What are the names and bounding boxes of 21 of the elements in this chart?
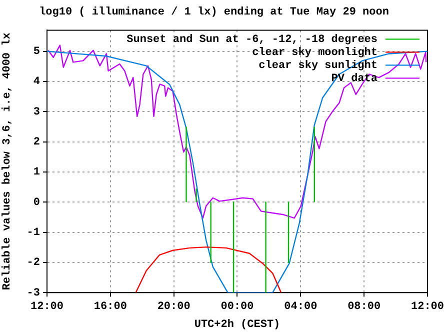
y-tick-label: -2 xyxy=(26,257,40,270)
legend-label: Sunset and Sun at -6, -12, -18 degrees xyxy=(126,34,378,46)
y-tick-label: 3 xyxy=(33,106,40,118)
x-axis-title: UTC+2h (CEST) xyxy=(194,319,280,332)
x-tick-label: 12:00 xyxy=(30,300,64,313)
x-tick-label: 08:00 xyxy=(348,300,381,313)
x-tick-label: 16:00 xyxy=(94,300,127,313)
x-tick-label: 04:00 xyxy=(284,300,318,313)
legend-label: clear sky moonlight xyxy=(252,46,378,59)
y-tick-label: 4 xyxy=(33,76,40,88)
x-tick-label: 00:00 xyxy=(220,300,254,313)
y-tick-label: 5 xyxy=(33,46,40,58)
chart-title: log10 ( illuminance / 1 lx) ending at Tue May 29 noon xyxy=(39,6,389,18)
y-tick-label: 0 xyxy=(33,196,40,209)
y-tick-label: 2 xyxy=(33,136,40,149)
y-tick-label: 1 xyxy=(33,166,40,179)
x-tick-label: 20:00 xyxy=(157,300,190,313)
y-axis-title: Reliable values below 3,6, i.e, 4000 lx xyxy=(1,32,14,290)
x-tick-label: 12:00 xyxy=(410,300,444,313)
y-tick-label: -3 xyxy=(26,287,40,300)
y-tick-label: -1 xyxy=(26,227,40,240)
